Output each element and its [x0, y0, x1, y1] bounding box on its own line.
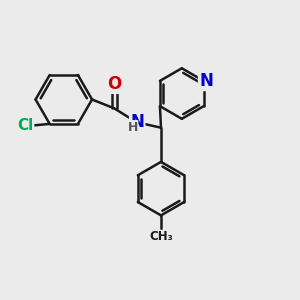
Text: CH₃: CH₃ — [149, 230, 173, 243]
Text: N: N — [130, 113, 144, 131]
Text: N: N — [199, 72, 213, 90]
Text: O: O — [107, 75, 122, 93]
Text: H: H — [128, 121, 138, 134]
Text: Cl: Cl — [17, 118, 33, 133]
